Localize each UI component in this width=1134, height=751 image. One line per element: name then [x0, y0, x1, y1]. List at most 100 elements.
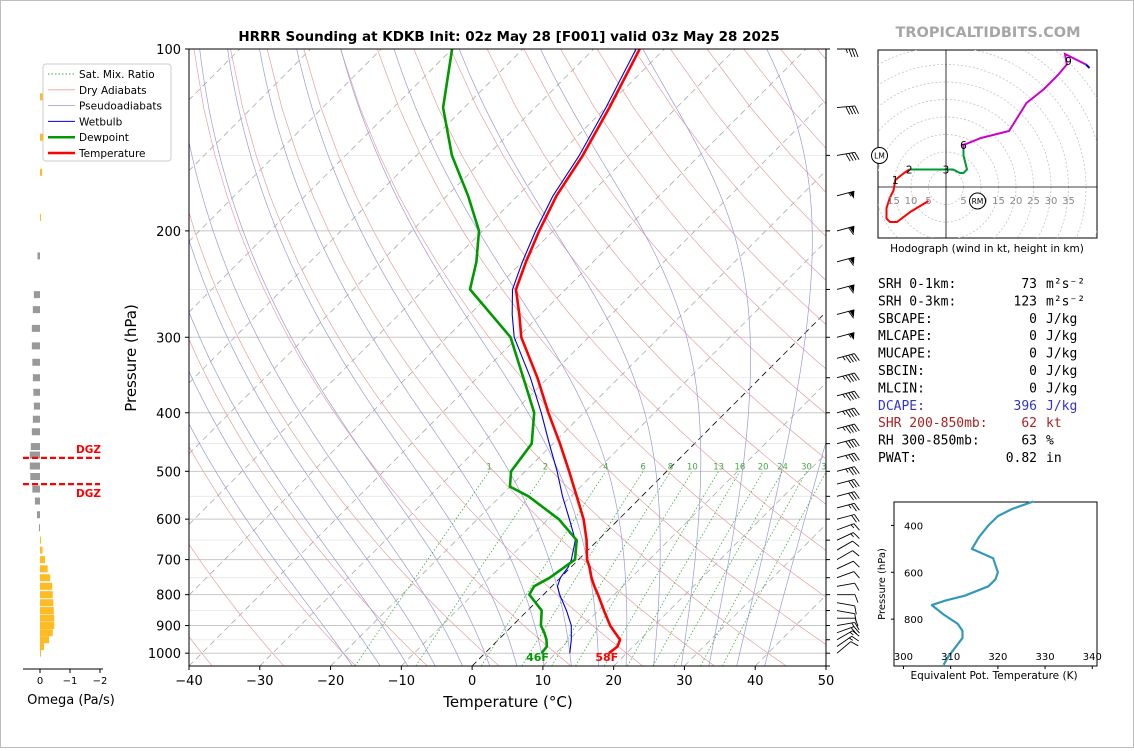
- hodograph-ring-label: 5: [960, 196, 966, 207]
- dry-adiabat-line: [596, 49, 826, 325]
- parameter-unit: J/kg: [1046, 312, 1077, 327]
- wind-barb-full: [851, 635, 860, 642]
- dry-adiabat-line: [450, 49, 826, 505]
- wind-barb-full: [845, 393, 852, 401]
- wind-barb-flag: [849, 191, 855, 199]
- hodograph-ring-label: 15: [887, 196, 900, 207]
- wind-barb-full: [854, 514, 860, 522]
- wind-barb-half: [842, 410, 846, 415]
- wind-barb-full: [852, 532, 860, 539]
- skewt-axes: −40 −30 −20 −10 0 10 20 30 40 50 100 200 300 400 500 60…: [148, 43, 834, 689]
- wind-barb-half: [848, 192, 852, 197]
- omega-bar: [40, 556, 46, 564]
- wind-barb: [836, 641, 859, 654]
- x-tick-label: 40: [747, 674, 764, 689]
- isotherm-line: [401, 240, 826, 666]
- parameter-unit: in: [1046, 451, 1062, 466]
- omega-bar: [30, 443, 40, 451]
- wind-barb: [836, 466, 860, 476]
- isotherm-line: [259, 99, 826, 666]
- wind-barb-full: [854, 372, 860, 381]
- wind-barb-full: [854, 152, 860, 160]
- hodograph-segment: [885, 168, 930, 223]
- dry-adiabat-line: [189, 211, 500, 666]
- parameter-value: 123: [1014, 294, 1037, 309]
- parameter-value: 0: [1029, 364, 1037, 379]
- omega-bar: [40, 636, 50, 644]
- y-tick-label: 500: [156, 465, 181, 480]
- wind-barb-full: [851, 492, 857, 500]
- wind-barb-full: [854, 438, 860, 447]
- isotherm-line: [471, 311, 826, 666]
- wind-barb-staff: [836, 560, 854, 570]
- parameter-label: SRH 0-1km:: [878, 277, 956, 292]
- x-tick-label: −20: [317, 674, 344, 689]
- wind-barb-full: [854, 582, 860, 591]
- wind-barb-full: [854, 390, 860, 399]
- wind-barb-full: [848, 48, 853, 58]
- omega-bar: [40, 565, 48, 573]
- mixing-ratio-label: 1: [486, 462, 491, 472]
- pseudoadiabat-line: [189, 238, 436, 666]
- omega-bar: [40, 133, 44, 141]
- wind-barb: [836, 452, 860, 462]
- wind-barb-full: [848, 286, 854, 294]
- wind-barb: [836, 540, 860, 551]
- x-tick-label: 50: [818, 674, 835, 689]
- wind-barb-full: [854, 613, 857, 623]
- theta-e-y-tick-label: 800: [904, 615, 923, 626]
- wind-barb-full: [853, 523, 860, 531]
- y-tick-label: 900: [156, 620, 181, 635]
- legend-label: Wetbulb: [79, 116, 123, 128]
- skewt-xlabel: Temperature (°C): [442, 693, 572, 711]
- dgz-label: DGZ: [76, 444, 101, 456]
- parameter-label: MLCIN:: [878, 381, 925, 396]
- isotherm-line: [189, 49, 736, 596]
- pseudoadiabat-line: [642, 49, 751, 666]
- dgz-label: DGZ: [76, 488, 101, 500]
- wind-barb-half: [850, 524, 855, 529]
- wind-barb: [836, 602, 857, 615]
- dry-adiabat-line: [340, 49, 826, 645]
- storm-motion-label: LM: [874, 152, 885, 161]
- parameter-unit: J/kg: [1046, 347, 1077, 362]
- y-tick-label: 700: [156, 554, 181, 569]
- mixing-ratio-label: 36: [821, 462, 832, 472]
- theta-e-axes: 300 310 320 330 340 400 600 800: [891, 521, 1102, 669]
- wind-barb: [836, 491, 860, 501]
- wind-barb-full: [845, 106, 851, 115]
- hodograph-segment: [962, 52, 1087, 149]
- theta-e-x-tick-label: 300: [894, 652, 913, 663]
- omega-bar: [40, 614, 55, 622]
- isotherm-line: [542, 382, 826, 666]
- wind-barb-staff: [836, 602, 855, 607]
- skewt-plot-border: [188, 48, 827, 667]
- omega-bar: [33, 388, 40, 396]
- x-tick-label: 0: [468, 674, 476, 689]
- wind-barb: [836, 353, 860, 364]
- hodograph-caption: Hodograph (wind in kt, height in km): [890, 243, 1084, 255]
- wind-barb-staff: [836, 630, 853, 641]
- wind-barb-full: [848, 374, 854, 382]
- isotherm-line: [189, 49, 807, 666]
- parameter-unit: m²s⁻²: [1046, 294, 1085, 309]
- wind-barb-full: [845, 410, 852, 418]
- dry-adiabat-line: [266, 49, 715, 666]
- mixing-ratio-line: [603, 471, 719, 666]
- wind-barb-half: [842, 394, 846, 399]
- wind-barb: [836, 532, 860, 541]
- pseudoadiabat-line: [540, 49, 702, 666]
- wind-barb-flag: [849, 309, 855, 318]
- theta-e-profile: [930, 500, 1034, 666]
- wind-barb-flag: [849, 226, 855, 234]
- wind-barb: [836, 256, 855, 266]
- omega-bar: [38, 524, 40, 532]
- parameter-value: 0: [1029, 329, 1037, 344]
- sounding-parameters: SRH 0-1km: 73 m²s⁻² SRH 0-3km: 123 m²s⁻² SBCAP…: [878, 277, 1085, 466]
- wind-barb: [836, 390, 860, 401]
- omega-bar: [29, 462, 40, 470]
- wind-barb-full: [848, 106, 854, 115]
- hodograph-ring-label: 10: [905, 196, 918, 207]
